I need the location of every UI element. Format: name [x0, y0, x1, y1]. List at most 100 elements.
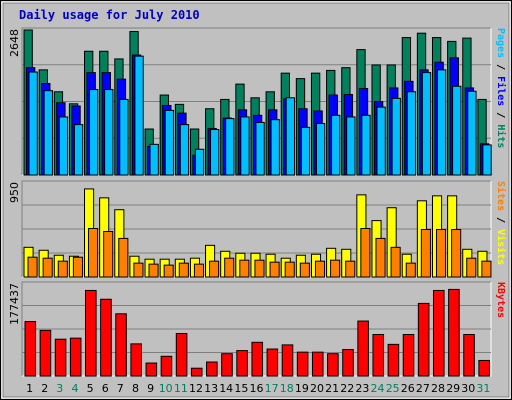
bar-kbytes-day-17: [266, 348, 279, 377]
bar-pages-day-5: [89, 89, 99, 176]
bar-sites-day-6: [103, 230, 114, 278]
bar-sites-day-26: [405, 262, 416, 278]
bar-sites-day-29: [451, 229, 462, 278]
bar-kbytes-day-23: [357, 320, 369, 377]
x-tick-label-day-6: 6: [102, 382, 109, 395]
legend-pages: Pages: [495, 28, 506, 58]
bar-kbytes-day-13: [206, 361, 218, 377]
bar-pages-day-17: [270, 119, 280, 176]
x-tick-label-day-17: 17: [265, 382, 279, 395]
x-tick-label-day-7: 7: [117, 382, 124, 395]
bar-pages-day-28: [436, 69, 447, 176]
bar-kbytes-day-4: [69, 337, 82, 377]
bar-kbytes-day-22: [342, 349, 354, 377]
x-tick-label-day-1: 1: [26, 382, 33, 395]
bar-sites-day-12: [193, 263, 204, 278]
x-tick-label-day-10: 10: [159, 382, 173, 395]
panel-1-legend: Pages / Files / Hits: [495, 28, 507, 148]
bar-pages-day-3: [58, 116, 69, 176]
bar-pages-day-26: [406, 91, 417, 176]
panel-2-bars: [23, 188, 492, 278]
x-tick-label-day-4: 4: [72, 382, 79, 395]
bar-pages-day-11: [179, 124, 190, 176]
x-tick-label-day-24: 24: [371, 382, 385, 395]
bar-kbytes-day-28: [432, 289, 445, 377]
bar-kbytes-day-10: [160, 355, 173, 377]
bar-pages-day-18: [285, 97, 296, 176]
panel-1-ymax-label: 2648: [8, 29, 21, 57]
bar-sites-day-3: [57, 260, 68, 278]
bar-pages-day-10: [164, 109, 174, 176]
bar-sites-day-31: [481, 260, 492, 278]
chart-panels: 2648 Pages / Files / Hits 950 Sites / Visit…: [8, 27, 507, 377]
chart-title: Daily usage for July 2010: [19, 8, 200, 22]
bar-sites-day-25: [390, 246, 401, 278]
x-tick-label-day-2: 2: [41, 382, 48, 395]
bar-kbytes-day-18: [281, 344, 294, 377]
bar-pages-day-31: [482, 144, 492, 176]
panel-3: 177437 KBytes: [8, 281, 506, 377]
bar-sites-day-17: [269, 261, 280, 278]
bar-kbytes-day-21: [327, 353, 339, 377]
bar-sites-day-4: [72, 256, 83, 278]
legend-hits: Hits: [495, 124, 507, 148]
x-tick-label-day-23: 23: [355, 382, 369, 395]
panel-2-ymax-label: 950: [8, 182, 21, 203]
bar-sites-day-11: [178, 262, 189, 278]
bar-kbytes-day-31: [478, 359, 490, 377]
x-tick-label-day-16: 16: [250, 382, 264, 395]
bar-pages-day-30: [467, 90, 477, 176]
bar-pages-day-14: [225, 118, 235, 176]
x-tick-label-day-18: 18: [280, 382, 294, 395]
bar-kbytes-day-1: [24, 321, 37, 377]
bar-pages-day-20: [315, 123, 326, 176]
bar-kbytes-day-30: [463, 334, 475, 377]
panel-2: 950 Sites / Visits: [8, 180, 507, 278]
legend-sites: Sites: [495, 181, 507, 211]
legend-separator: /: [495, 58, 506, 76]
x-tick-label-day-21: 21: [325, 382, 339, 395]
bar-sites-day-5: [88, 228, 99, 278]
bar-kbytes-day-8: [130, 343, 142, 377]
bar-pages-day-21: [331, 114, 341, 176]
bar-sites-day-22: [345, 260, 356, 278]
bar-kbytes-day-25: [387, 343, 400, 377]
panel-3-legend: KBytes: [495, 282, 506, 318]
bar-kbytes-day-6: [100, 298, 112, 377]
bar-kbytes-day-27: [417, 302, 430, 377]
x-tick-label-day-28: 28: [431, 382, 445, 395]
legend-separator: /: [495, 211, 506, 229]
x-tick-label-day-8: 8: [132, 382, 139, 395]
bar-kbytes-day-16: [251, 341, 264, 377]
bar-kbytes-day-14: [221, 353, 233, 377]
x-tick-label-day-22: 22: [340, 382, 354, 395]
bar-pages-day-25: [391, 97, 401, 176]
bar-sites-day-13: [209, 260, 220, 278]
bar-kbytes-day-9: [145, 362, 158, 377]
bar-pages-day-29: [452, 85, 462, 176]
bar-kbytes-day-15: [236, 350, 248, 377]
bar-sites-day-18: [284, 261, 295, 278]
bar-sites-day-27: [420, 229, 431, 278]
panel-1-plot-shadow-edge: [21, 27, 491, 175]
x-tick-label-day-30: 30: [461, 382, 475, 395]
bar-kbytes-day-12: [190, 367, 203, 377]
bar-pages-day-7: [119, 98, 129, 176]
x-tick-label-day-31: 31: [476, 382, 490, 395]
bar-kbytes-day-29: [448, 288, 460, 377]
bar-pages-day-13: [210, 129, 220, 176]
bar-sites-day-23: [360, 228, 371, 278]
panel-2-plot-shadow-edge: [21, 180, 491, 277]
bar-sites-day-14: [224, 257, 235, 278]
x-tick-label-day-25: 25: [386, 382, 400, 395]
bar-sites-day-19: [299, 262, 310, 278]
panel-3-plot-shadow-edge: [21, 281, 491, 376]
bar-sites-day-10: [163, 264, 174, 278]
x-tick-label-day-3: 3: [56, 382, 63, 395]
bar-sites-day-1: [27, 256, 38, 278]
x-tick-label-day-19: 19: [295, 382, 309, 395]
x-tick-label-day-27: 27: [416, 382, 430, 395]
x-axis-labels: 1 2 3 4 5 6 7 8 9 10 11 12 13 14 15 16 17 18 19 20 21 22 23 24 2…: [26, 382, 490, 395]
